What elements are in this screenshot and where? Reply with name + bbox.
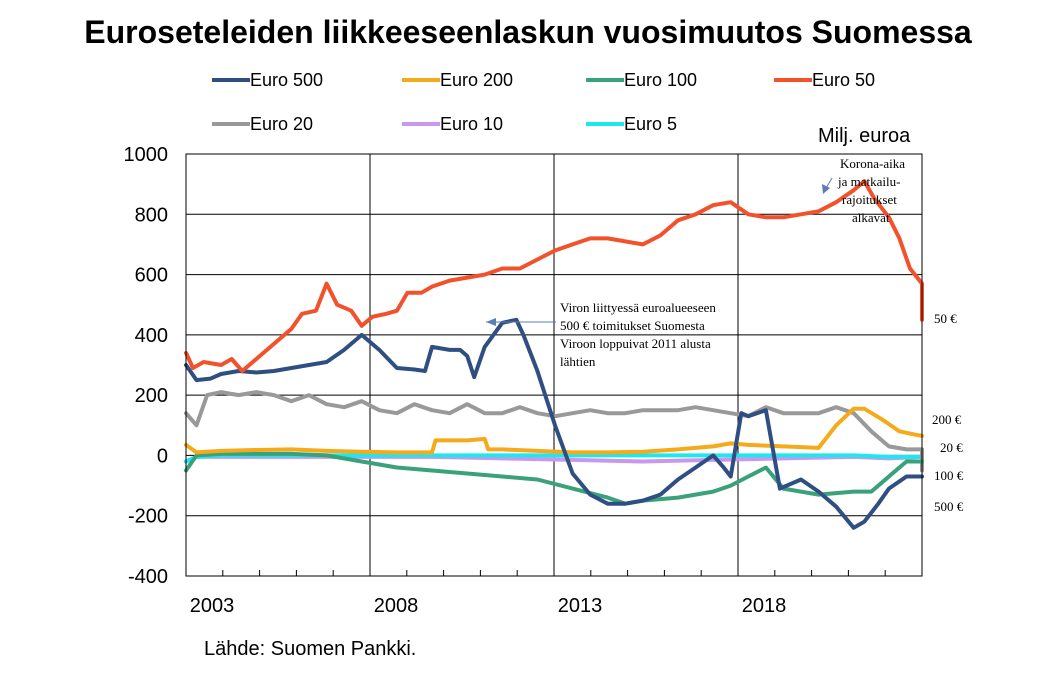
legend-label: Euro 50 — [812, 70, 875, 90]
y-ticks: -400 -200 0 200 400 600 800 1000 — [124, 144, 169, 588]
y-tick-label: 1000 — [124, 144, 169, 166]
end-label-50: 50 € — [934, 311, 957, 326]
annotation-viro-line-3: Viroon loppuivat 2011 alusta — [560, 336, 711, 351]
legend-label: Euro 10 — [440, 114, 503, 134]
grid — [185, 153, 923, 577]
legend-label: Euro 500 — [250, 70, 323, 90]
legend-label: Euro 100 — [624, 70, 697, 90]
annotation-korona-line-4: alkavat — [852, 210, 890, 225]
y-tick-label: 800 — [135, 204, 168, 226]
series-line-euro-500 — [184, 317, 924, 530]
x-tick-label: 2003 — [190, 595, 235, 617]
y-tick-label: 600 — [135, 265, 168, 287]
series-line-euro-10 — [184, 454, 924, 464]
annotation-viro-line-2: 500 € toimitukset Suomesta — [560, 318, 705, 333]
annotation-viro-line-4: lähtien — [560, 354, 596, 369]
series-layer — [184, 179, 924, 530]
x-tick-label: 2013 — [558, 595, 603, 617]
series-line-euro-20 — [184, 390, 924, 473]
source-note: Lähde: Suomen Pankki. — [204, 638, 417, 660]
series-line-euro-50 — [184, 179, 924, 373]
end-label-200: 200 € — [932, 412, 962, 427]
chart-title: Euroseteleiden liikkeeseenlaskun vuosimu… — [84, 14, 972, 50]
legend: Euro 500 Euro 200 Euro 100 Euro 50 Euro 20 Eu… — [212, 70, 875, 134]
annotation-korona: Korona-aika ja matkailu- rajoitukset alk… — [822, 156, 905, 225]
plot-frame — [185, 153, 923, 577]
x-tick-label: 2018 — [742, 595, 787, 617]
series-line-euro-200 — [184, 406, 924, 455]
annotation-viro-line-1: Viron liittyessä euroalueeseen — [560, 300, 716, 315]
end-label-100: 100 € — [934, 468, 964, 483]
unit-label: Milj. euroa — [818, 125, 911, 147]
y-tick-label: -400 — [128, 566, 168, 588]
annotation-korona-line-2: ja matkailu- — [837, 174, 900, 189]
y-tick-label: -200 — [128, 506, 168, 528]
end-label-20: 20 € — [940, 440, 963, 455]
x-ticks: 2003 2008 2013 2018 — [190, 595, 787, 617]
legend-label: Euro 20 — [250, 114, 313, 134]
legend-label: Euro 5 — [624, 114, 677, 134]
legend-label: Euro 200 — [440, 70, 513, 90]
annotation-korona-line-3: rajoitukset — [842, 192, 897, 207]
x-tick-label: 2008 — [374, 595, 419, 617]
annotation-korona-arrowhead — [822, 184, 830, 194]
y-tick-label: 400 — [135, 325, 168, 347]
annotation-viro-arrowhead — [486, 318, 496, 326]
end-label-500: 500 € — [934, 499, 964, 514]
y-tick-label: 200 — [135, 385, 168, 407]
y-tick-label: 0 — [157, 445, 168, 467]
annotation-korona-line-1: Korona-aika — [840, 156, 905, 171]
series-end-labels: 50 € 200 € 20 € 100 € 500 € — [932, 311, 964, 514]
annotation-viro: Viron liittyessä euroalueeseen 500 € toi… — [486, 300, 716, 369]
